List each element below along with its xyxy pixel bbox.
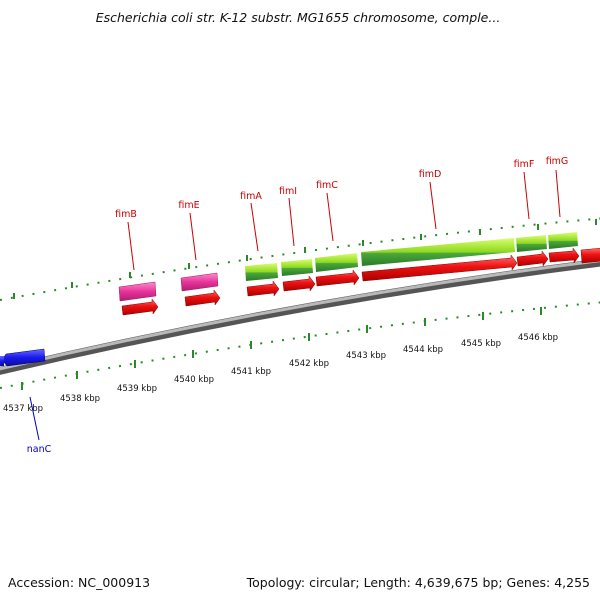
tick-label: 4544 kbp [403,345,443,355]
gene-label-fimD[interactable]: fimD [419,169,442,180]
tick-label: 4538 kbp [60,394,100,404]
cds-arrow[interactable] [315,269,360,287]
tick-label: 4545 kbp [461,339,501,349]
reverse-track [0,348,46,367]
cds-arrow[interactable] [548,247,580,264]
tick-label: 4537 kbp [3,404,43,414]
gene-label-fimI[interactable]: fimI [279,186,297,197]
gene-track-green [245,232,578,281]
gene-label-fimB[interactable]: fimB [115,209,137,220]
gene-fimC-feature[interactable] [315,253,358,272]
gene-label-fimE[interactable]: fimE [178,200,199,211]
tick-label: 4543 kbp [346,351,386,361]
map-title: Escherichia coli str. K-12 substr. MG165… [96,10,501,25]
gene-fimE-feature[interactable] [180,272,219,292]
cds-arrow[interactable] [282,275,316,292]
tick-label: 4542 kbp [289,359,329,369]
gene-fimA-feature[interactable] [245,263,278,281]
gene-fimB-feature[interactable] [118,281,157,302]
cds-arrow[interactable] [580,247,600,264]
cds-arrow[interactable] [184,289,221,307]
lower-ruler [0,301,600,389]
chromosome-backbone-highlight [0,259,600,371]
gene-fimF-feature[interactable] [516,235,547,252]
tick-labels: 4537 kbp 4538 kbp 4539 kbp 4540 kbp 4541… [3,333,558,414]
gene-label-nanC[interactable]: nanC [27,444,52,455]
chromosome-backbone [0,258,600,375]
genome-summary-text: Topology: circular; Length: 4,639,675 bp… [246,575,590,590]
reverse-feature-partial[interactable] [0,356,4,366]
gene-labels: fimB fimE fimA fimI fimC fimD fimF fimG … [27,156,569,455]
cds-arrow[interactable] [121,298,159,316]
gene-label-fimG[interactable]: fimG [546,156,569,167]
tick-label: 4540 kbp [174,375,214,385]
gene-label-leaders [29,169,561,441]
gene-fimI-feature[interactable] [281,259,313,276]
tick-label: 4539 kbp [117,384,157,394]
gene-track-magenta [118,272,219,302]
gene-fimD-feature[interactable] [361,238,515,266]
gene-label-fimF[interactable]: fimF [514,159,535,170]
cds-arrow[interactable] [246,280,280,297]
accession-text: Accession: NC_000913 [8,575,150,590]
cds-track [121,247,600,316]
lower-ruler-ticks [21,307,542,390]
gene-label-fimC[interactable]: fimC [316,180,338,191]
cds-arrow[interactable] [361,254,518,282]
gene-label-fimA[interactable]: fimA [240,191,262,202]
tick-label: 4541 kbp [231,367,271,377]
upper-ruler-ticks [13,219,597,299]
tick-label: 4546 kbp [518,333,558,343]
cds-arrow[interactable] [516,250,549,267]
gene-fimG-feature[interactable] [548,232,578,249]
